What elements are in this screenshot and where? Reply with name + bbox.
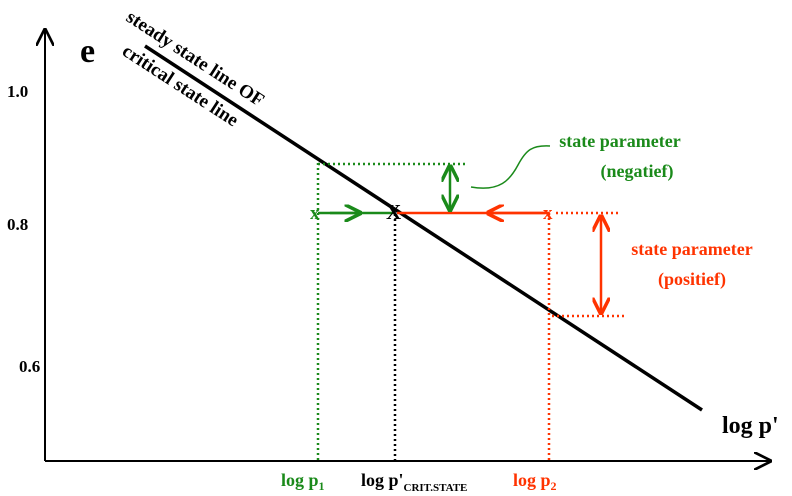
x-axis-label: log p' (722, 413, 779, 439)
p2-label-sub: 2 (551, 479, 557, 493)
negative-annotation-line1: state parameter (559, 131, 680, 151)
positive-annotation-line1: state parameter (631, 239, 752, 259)
negative-annotation-line2: (negatief) (601, 161, 674, 182)
pcrit-label: log p'CRIT.STATE (361, 470, 467, 494)
critical-state-line (144, 44, 703, 412)
p2-label-base: log p (513, 470, 551, 490)
pcrit-label-base: log p' (361, 470, 404, 490)
y-tick-1-0: 1.0 (7, 82, 28, 101)
point-left: x (310, 203, 320, 224)
y-axis-label: e (80, 33, 95, 70)
p1-label-base: log p (281, 470, 319, 490)
p2-label: log p2 (513, 470, 557, 493)
y-tick-0-8: 0.8 (7, 215, 28, 234)
pcrit-label-sub: CRIT.STATE (404, 482, 468, 494)
point-right: x (543, 203, 553, 224)
positive-annotation-line2: (positief) (658, 269, 726, 290)
y-tick-0-6: 0.6 (19, 357, 40, 376)
point-center: X (386, 200, 401, 224)
negative-label-leader (470, 145, 551, 189)
p1-label: log p1 (281, 470, 325, 493)
p1-label-sub: 1 (319, 479, 325, 493)
